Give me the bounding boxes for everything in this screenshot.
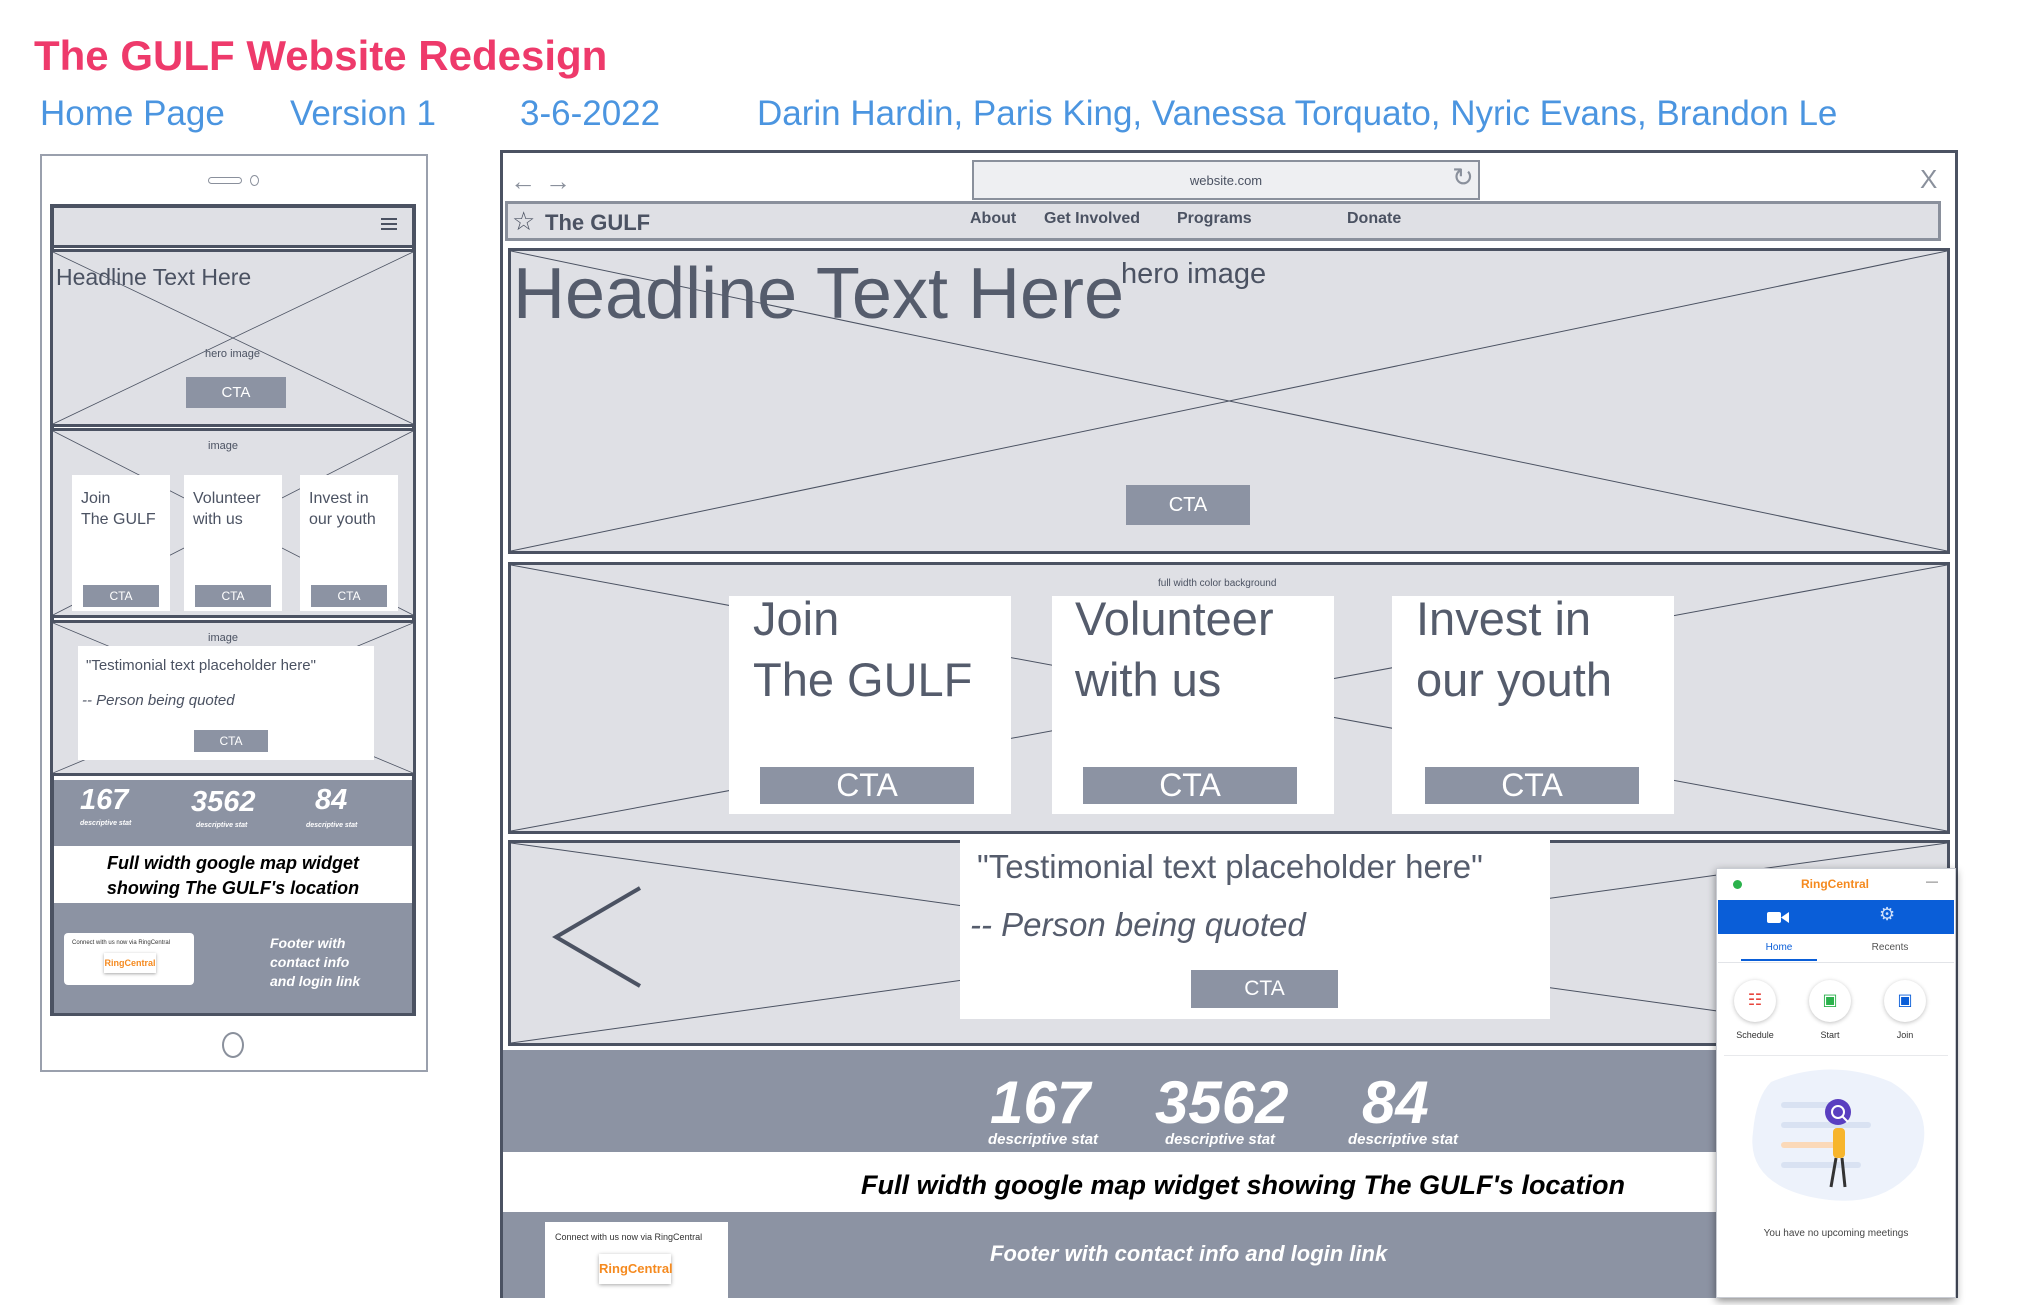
mobile-stat-label: descriptive stat (306, 822, 358, 829)
empty-meetings-illustration-icon (1752, 1069, 1925, 1201)
mobile-stat-value: 84 (315, 784, 348, 816)
mobile-hero-cta-button[interactable]: CTA (186, 377, 286, 408)
settings-gear-icon[interactable]: ⚙ (1879, 904, 1896, 924)
mobile-hero-label: hero image (205, 348, 261, 360)
mobile-stat-value: 3562 (191, 786, 256, 818)
desktop-stat-label: descriptive stat (988, 1131, 1099, 1148)
mobile-quoted-person: -- Person being quoted (82, 692, 235, 709)
mobile-stats-bar (54, 780, 412, 846)
mobile-headline: Headline Text Here (56, 264, 252, 290)
join-label: Join (1896, 1030, 1914, 1040)
authors-label: Darin Hardin, Paris King, Vanessa Torqua… (757, 94, 1838, 133)
mobile-ringcentral-logo: RingCentral (104, 953, 156, 973)
mobile-testimonial-image-label: image (208, 632, 238, 644)
mobile-card-text: Invest in our youth (309, 490, 376, 528)
desktop-stat-value: 84 (1362, 1069, 1429, 1136)
mobile-stat-label: descriptive stat (196, 822, 248, 829)
mobile-card-text: Volunteer with us (193, 490, 261, 528)
desktop-card-text: Volunteer with us (1075, 592, 1274, 706)
mobile-card-cta-button[interactable]: CTA (83, 585, 159, 607)
desktop-hero-cta-button[interactable]: CTA (1126, 485, 1250, 525)
mobile-testimonial-text: "Testimonial text placeholder here" (86, 657, 316, 674)
desktop-hero-x-icon (511, 251, 1947, 551)
desktop-ringcentral-logo: RingCentral (599, 1254, 673, 1284)
nav-programs[interactable]: Programs (1177, 210, 1252, 227)
schedule-label: Schedule (1736, 1030, 1774, 1040)
desktop-card-cta-button[interactable]: CTA (760, 767, 974, 804)
video-camera-icon[interactable] (1767, 911, 1789, 924)
schedule-icon[interactable]: ☷ (1734, 980, 1776, 1022)
mobile-footer-text: Footer with contact info and login link (270, 935, 361, 989)
date-label: 3-6-2022 (520, 94, 661, 133)
mobile-nav-bar (54, 208, 412, 248)
tab-divider (1718, 962, 1954, 963)
nav-donate[interactable]: Donate (1347, 210, 1402, 227)
tab-recents[interactable]: Recents (1871, 942, 1909, 953)
desktop-footer (503, 1212, 1955, 1298)
mobile-testimonial-cta-button[interactable]: CTA (194, 730, 268, 752)
desktop-quoted-person: -- Person being quoted (970, 906, 1306, 943)
ringcentral-app-brand: RingCentral (1801, 877, 1870, 891)
close-window-icon[interactable]: X (1920, 164, 1938, 194)
status-dot-icon (1733, 880, 1742, 889)
tab-home[interactable]: Home (1765, 942, 1793, 953)
desktop-footer-text: Footer with contact info and login link (990, 1241, 1388, 1266)
mobile-card-cta-button[interactable]: CTA (195, 585, 271, 607)
desktop-stat-label: descriptive stat (1165, 1131, 1276, 1148)
desktop-card-text: Join The GULF (753, 592, 973, 706)
nav-about[interactable]: About (970, 210, 1017, 227)
no-meetings-message: You have no upcoming meetings (1763, 1228, 1909, 1239)
desktop-stats-bar (503, 1050, 1955, 1152)
ringcentral-toolbar (1718, 900, 1954, 934)
desktop-connect-text: Connect with us now via RingCentral (555, 1232, 703, 1242)
carousel-prev-arrow-icon[interactable] (548, 884, 644, 990)
desktop-card-text: Invest in our youth (1416, 592, 1612, 706)
desktop-stat-value: 167 (990, 1069, 1091, 1136)
start-label: Start (1820, 1030, 1840, 1040)
mobile-map-widget: Full width google map widget showing The … (106, 853, 360, 898)
mobile-cards-image-label: image (208, 440, 238, 452)
reload-icon[interactable]: ↻ (1452, 162, 1474, 192)
page-name: Home Page (40, 94, 225, 133)
minimize-icon[interactable]: — (1926, 874, 1938, 888)
phone-camera (250, 175, 259, 186)
hero-placeholder-x-icon (53, 252, 413, 424)
mobile-ringcentral-widget[interactable]: Connect with us now via RingCentral Ring… (64, 933, 194, 985)
back-arrow-icon[interactable]: ← (510, 166, 536, 196)
address-bar[interactable]: website.com (972, 160, 1480, 200)
document-title: The GULF Website Redesign (34, 32, 608, 79)
desktop-hero-label: hero image (1121, 258, 1267, 290)
desktop-card-cta-button[interactable]: CTA (1083, 767, 1297, 804)
join-meeting-icon[interactable]: ▣ (1884, 980, 1926, 1022)
hamburger-menu-icon[interactable] (381, 218, 397, 232)
desktop-testimonial-text: "Testimonial text placeholder here" (977, 848, 1483, 885)
forward-arrow-icon[interactable]: → (545, 166, 571, 196)
mobile-hero (50, 249, 416, 427)
phone-home-button[interactable] (222, 1032, 244, 1058)
desktop-map-widget: Full width google map widget showing The… (861, 1170, 1625, 1200)
desktop-card-cta-button[interactable]: CTA (1425, 767, 1639, 804)
star-logo-icon: ☆ (512, 206, 536, 236)
mobile-stat-label: descriptive stat (80, 820, 132, 827)
nav-get-involved[interactable]: Get Involved (1044, 210, 1141, 227)
phone-speaker (208, 177, 242, 184)
mobile-card-cta-button[interactable]: CTA (311, 585, 387, 607)
tab-home-underline (1741, 959, 1817, 961)
desktop-band-label: full width color background (1158, 578, 1277, 589)
desktop-nav-bar (505, 201, 1941, 241)
address-url: website.com (1189, 173, 1263, 188)
desktop-headline: Headline Text Here (513, 254, 1125, 334)
desktop-ringcentral-widget[interactable]: Connect with us now via RingCentral Ring… (545, 1222, 728, 1298)
mobile-stat-value: 167 (80, 784, 129, 816)
version-label: Version 1 (290, 94, 436, 133)
desktop-stat-value: 3562 (1155, 1069, 1289, 1136)
brand-name[interactable]: The GULF (545, 210, 651, 235)
mobile-card-text: Join The GULF (81, 490, 156, 528)
desktop-testimonial-cta-button[interactable]: CTA (1191, 970, 1338, 1008)
start-meeting-icon[interactable]: ▣ (1809, 980, 1851, 1022)
desktop-stat-label: descriptive stat (1348, 1131, 1459, 1148)
ringcentral-panel (1724, 1055, 1948, 1056)
mobile-connect-text: Connect with us now via RingCentral (72, 940, 171, 946)
